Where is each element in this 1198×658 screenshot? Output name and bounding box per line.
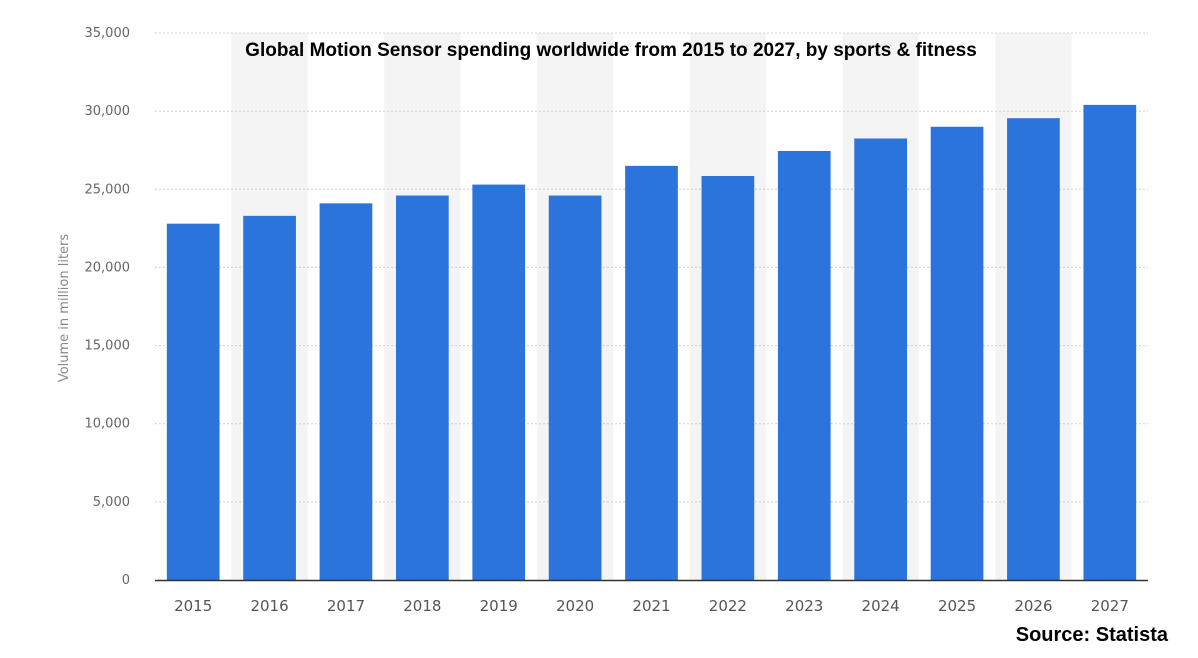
y-tick-label: 10,000 <box>85 417 131 432</box>
x-tick-label: 2015 <box>174 597 212 615</box>
bar <box>625 165 678 581</box>
x-tick-label: 2017 <box>327 597 365 615</box>
x-axis-ticks: 2015 2016 2017 2018 2019 2020 2021 2022 2023 2024… <box>174 597 1129 615</box>
bars <box>166 104 1137 581</box>
y-tick-label: 5,000 <box>93 495 130 510</box>
bar <box>548 195 602 580</box>
y-tick-label: 15,000 <box>85 339 131 354</box>
x-tick-label: 2024 <box>862 597 900 615</box>
x-tick-label: 2018 <box>403 597 441 615</box>
source-label: Source: Statista <box>1016 624 1169 646</box>
bar <box>319 203 373 580</box>
x-tick-label: 2019 <box>480 597 518 615</box>
bar <box>930 126 984 581</box>
x-tick-label: 2020 <box>556 597 594 615</box>
x-tick-label: 2027 <box>1091 597 1129 615</box>
x-tick-label: 2025 <box>938 597 976 615</box>
y-tick-label: 25,000 <box>85 182 131 197</box>
bar <box>854 138 908 580</box>
bar <box>701 176 755 580</box>
bar <box>395 195 449 580</box>
x-tick-label: 2016 <box>250 597 288 615</box>
x-tick-label: 2021 <box>632 597 670 615</box>
chart-title: Global Motion Sensor spending worldwide … <box>245 40 977 61</box>
bar <box>1007 118 1060 580</box>
y-tick-label: 35,000 <box>85 26 131 41</box>
y-tick-label: 30,000 <box>85 104 131 119</box>
bar <box>472 184 526 580</box>
y-tick-label: 20,000 <box>85 260 131 275</box>
bar <box>1083 104 1137 581</box>
bar <box>777 150 831 580</box>
y-axis-ticks: 0 5,000 10,000 15,000 20,000 25,000 30,000 35,0… <box>85 26 131 588</box>
x-tick-label: 2026 <box>1014 597 1052 615</box>
x-tick-label: 2022 <box>709 597 747 615</box>
y-tick-label: 0 <box>122 573 130 588</box>
x-tick-label: 2023 <box>785 597 823 615</box>
bar <box>243 215 296 580</box>
y-axis-label: Volume in million liters <box>57 234 72 383</box>
bar <box>166 223 220 580</box>
